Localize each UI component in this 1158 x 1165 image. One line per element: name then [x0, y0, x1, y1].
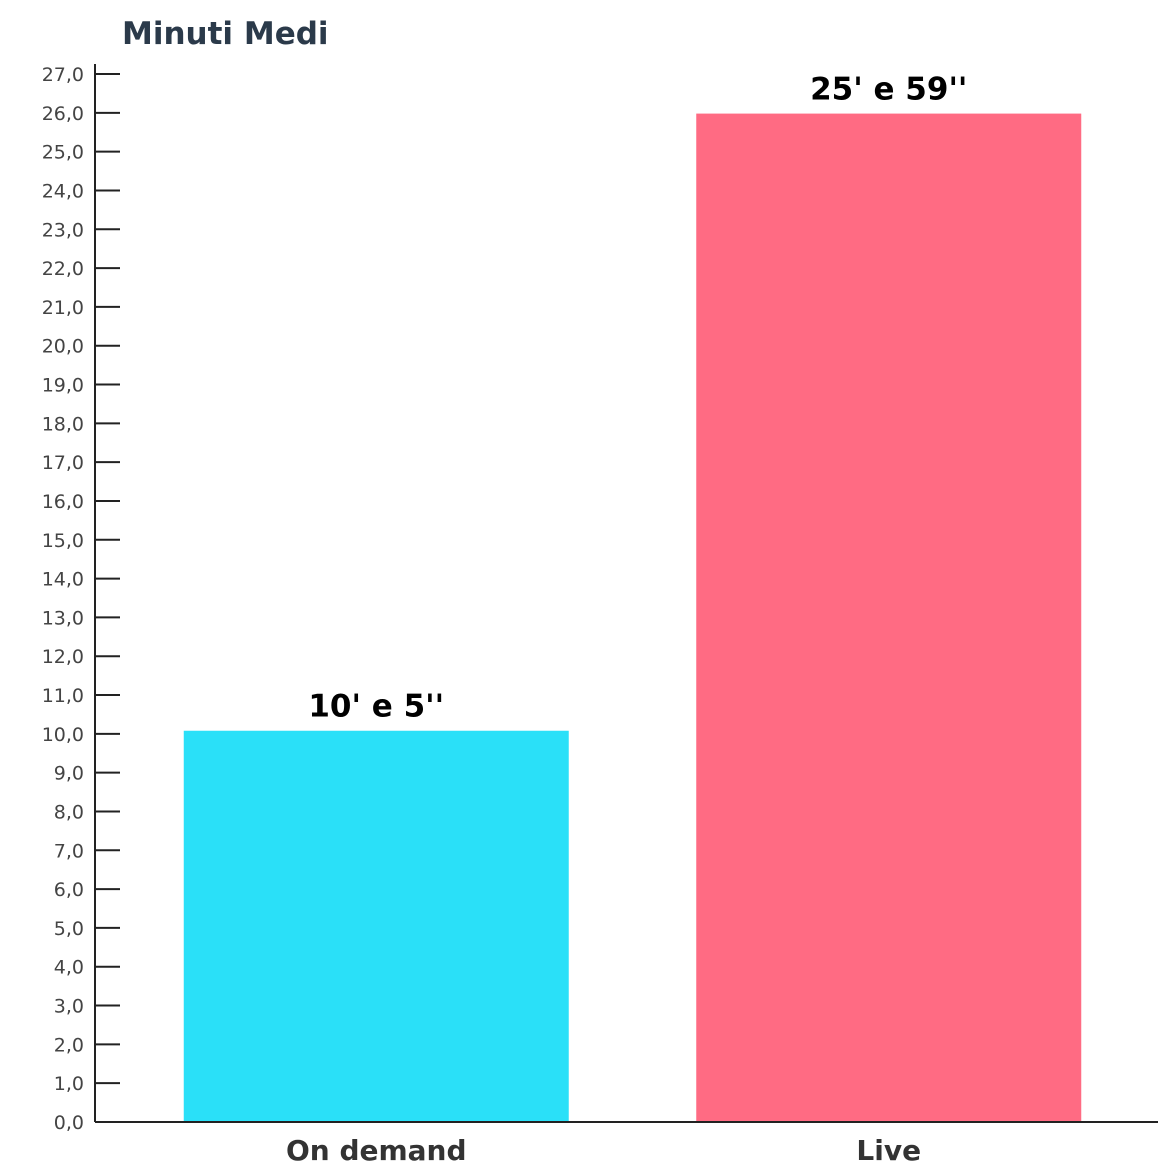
y-tick-label: 7,0 [54, 840, 84, 862]
y-tick-label: 17,0 [42, 452, 84, 474]
y-tick-label: 2,0 [54, 1034, 84, 1056]
y-tick-label: 11,0 [42, 685, 84, 707]
y-tick-label: 25,0 [42, 142, 84, 164]
x-tick-label: Live [856, 1134, 921, 1165]
y-tick-label: 9,0 [54, 763, 84, 785]
y-tick-label: 0,0 [54, 1112, 84, 1134]
y-tick-label: 10,0 [42, 724, 84, 746]
y-tick-label: 27,0 [42, 64, 84, 86]
y-tick-label: 26,0 [42, 103, 84, 125]
y-tick-label: 8,0 [54, 801, 84, 823]
y-tick-label: 22,0 [42, 258, 84, 280]
y-axis: 0,0 1,0 2,0 3,0 4,0 5,0 6,0 7,0 8,0 9,0 10,0 11,0 12… [42, 64, 120, 1134]
y-tick-label: 5,0 [54, 918, 84, 940]
chart-title: Minuti Medi [122, 16, 329, 52]
y-tick-label: 18,0 [42, 413, 84, 435]
y-tick-label: 24,0 [42, 180, 84, 202]
y-tick-label: 3,0 [54, 996, 84, 1018]
data-labels: 10' e 5'' 25' e 59'' [308, 72, 967, 725]
y-tick-label: 20,0 [42, 336, 84, 358]
data-label: 25' e 59'' [810, 72, 967, 108]
x-axis: On demand Live [95, 1121, 1158, 1165]
bars [183, 113, 1082, 1122]
y-tick-label: 12,0 [42, 646, 84, 668]
data-label: 10' e 5'' [308, 689, 444, 725]
x-tick-label: On demand [286, 1134, 467, 1165]
bar-on-demand [183, 730, 569, 1122]
y-tick-label: 1,0 [54, 1073, 84, 1095]
y-tick-label: 14,0 [42, 569, 84, 591]
y-tick-label: 4,0 [54, 957, 84, 979]
y-tick-label: 21,0 [42, 297, 84, 319]
y-tick-label: 16,0 [42, 491, 84, 513]
y-tick-label: 13,0 [42, 607, 84, 629]
y-tick-label: 6,0 [54, 879, 84, 901]
bar-live [696, 113, 1082, 1122]
y-tick-label: 23,0 [42, 219, 84, 241]
y-tick-label: 15,0 [42, 530, 84, 552]
y-tick-label: 19,0 [42, 375, 84, 397]
